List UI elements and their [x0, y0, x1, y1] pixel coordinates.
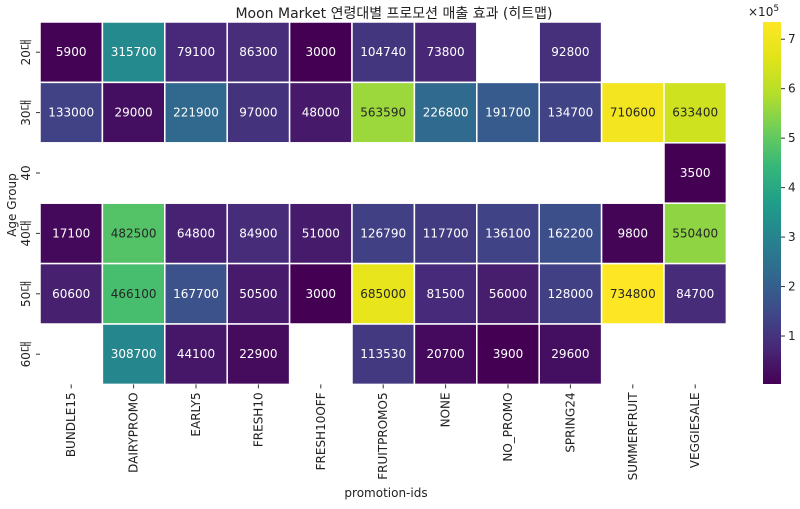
x-axis-ticks: BUNDLE15 DAIRYPROMO EARLY5 FRESH10 FRESH10OF…: [64, 384, 702, 480]
colorbar-ticks: 1 2 3 4 5 6 7: [781, 32, 796, 343]
cell-value-label: 633400: [672, 106, 718, 120]
cell-value-label: 73800: [427, 45, 465, 59]
colorbar-tick-label: 1: [788, 329, 796, 343]
cell-value-label: 136100: [485, 226, 531, 240]
cell-value-label: 3500: [680, 166, 711, 180]
cell-value-label: 60600: [52, 287, 90, 301]
cell-value-label: 315700: [111, 45, 157, 59]
cell-value-label: 482500: [111, 226, 157, 240]
x-tick-label: SUMMERFRUIT: [626, 392, 640, 481]
y-axis-label: Age Group: [5, 173, 19, 237]
y-tick-label: 50대: [19, 281, 33, 307]
cell-value-label: 734800: [610, 287, 656, 301]
x-tick-label: NO_PROMO: [501, 392, 515, 461]
cell-value-label: 29000: [115, 106, 153, 120]
cell-value-label: 79100: [177, 45, 215, 59]
cell-value-label: 466100: [111, 287, 157, 301]
cell-value-label: 685000: [360, 287, 406, 301]
cell-value-label: 128000: [547, 287, 593, 301]
colorbar-tick-label: 2: [788, 280, 796, 294]
cell-value-label: 117700: [423, 226, 469, 240]
cell-value-label: 3900: [493, 347, 524, 361]
cell-value-label: 710600: [610, 106, 656, 120]
cell-value-label: 191700: [485, 106, 531, 120]
cell-value-label: 113530: [360, 347, 406, 361]
cell-value-label: 221900: [173, 106, 219, 120]
x-tick-label: FRESH10OFF: [314, 392, 328, 470]
cell-value-label: 550400: [672, 226, 718, 240]
cell-value-label: 5900: [56, 45, 87, 59]
cell-value-label: 3000: [306, 287, 337, 301]
y-tick-label: 40대: [19, 220, 33, 246]
cell-value-label: 126790: [360, 226, 406, 240]
cell-value-label: 56000: [489, 287, 527, 301]
cell-value-label: 84900: [239, 226, 277, 240]
colorbar-tick-label: 7: [788, 32, 796, 46]
cell-value-label: 81500: [427, 287, 465, 301]
y-tick-label: 20대: [19, 39, 33, 65]
chart-title: Moon Market 연령대별 프로모션 매출 효과 (히트맵): [235, 6, 552, 22]
cell-value-label: 134700: [547, 106, 593, 120]
cell-value-label: 308700: [111, 347, 157, 361]
x-tick-label: VEGGIESALE: [688, 392, 702, 468]
cell-value-label: 20700: [427, 347, 465, 361]
x-tick-label: BUNDLE15: [64, 392, 78, 457]
cell-value-label: 84700: [676, 287, 714, 301]
cell-value-label: 3000: [306, 45, 337, 59]
cell-value-label: 133000: [48, 106, 94, 120]
cell-value-label: 97000: [239, 106, 277, 120]
cell-value-label: 167700: [173, 287, 219, 301]
cell-value-label: 51000: [302, 226, 340, 240]
cell-value-label: 563590: [360, 106, 406, 120]
cell-value-label: 92800: [551, 45, 589, 59]
colorbar-tick-label: 3: [788, 230, 796, 244]
colorbar-tick-label: 5: [788, 131, 796, 145]
colorbar: [763, 22, 781, 384]
heatmap-cells: 5900 315700 79100 86300 3000 104740 73800 92800…: [40, 22, 726, 384]
x-tick-label: EARLY5: [189, 392, 203, 436]
cell-value-label: 226800: [423, 106, 469, 120]
y-tick-label: 40: [19, 165, 33, 180]
cell-value-label: 48000: [302, 106, 340, 120]
cell-value-label: 104740: [360, 45, 406, 59]
x-tick-label: SPRING24: [563, 392, 577, 452]
colorbar-tick-label: 4: [788, 181, 796, 195]
y-axis-ticks: 20대 30대 40 40대 50대 60대: [19, 39, 40, 367]
y-tick-label: 30대: [19, 99, 33, 125]
colorbar-multiplier: ×105: [748, 4, 779, 19]
cell-value-label: 86300: [239, 45, 277, 59]
cell-value-label: 17100: [52, 226, 90, 240]
x-tick-label: FRUITPROMO5: [376, 392, 390, 479]
x-tick-label: DAIRYPROMO: [127, 392, 141, 473]
cell-value-label: 64800: [177, 226, 215, 240]
colorbar-tick-label: 6: [788, 82, 796, 96]
cell-value-label: 44100: [177, 347, 215, 361]
cell-value-label: 162200: [547, 226, 593, 240]
x-axis-label: promotion-ids: [344, 486, 427, 500]
cell-value-label: 29600: [551, 347, 589, 361]
x-tick-label: FRESH10: [251, 392, 265, 447]
x-tick-label: NONE: [439, 392, 453, 427]
cell-value-label: 22900: [239, 347, 277, 361]
cell-value-label: 9800: [618, 226, 649, 240]
y-tick-label: 60대: [19, 341, 33, 367]
cell-value-label: 50500: [239, 287, 277, 301]
